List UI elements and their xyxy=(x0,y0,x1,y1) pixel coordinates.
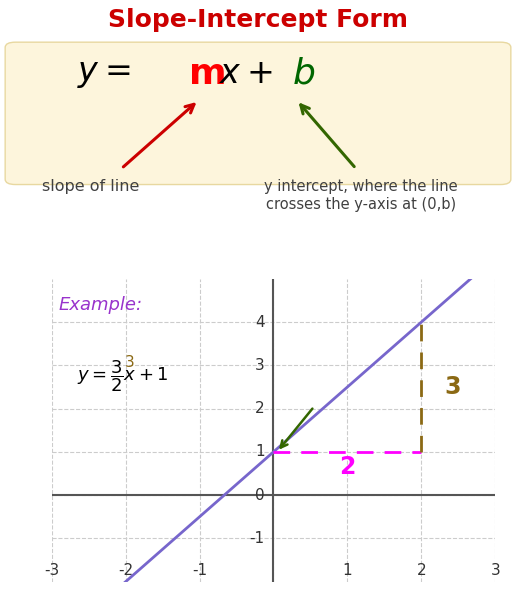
Text: $y = \dfrac{3}{2}x+1$: $y = \dfrac{3}{2}x+1$ xyxy=(77,358,169,394)
Text: $x +$: $x +$ xyxy=(219,58,273,90)
Text: -1: -1 xyxy=(192,564,207,578)
Text: 2: 2 xyxy=(255,401,265,416)
Text: Slope-Intercept Form: Slope-Intercept Form xyxy=(108,8,408,32)
Text: $\mathbf{m}$: $\mathbf{m}$ xyxy=(188,57,225,91)
Text: 2: 2 xyxy=(416,564,426,578)
Text: 0: 0 xyxy=(255,488,265,503)
Text: $y =$: $y =$ xyxy=(77,58,131,90)
Text: -2: -2 xyxy=(118,564,133,578)
Text: -1: -1 xyxy=(249,531,265,546)
Text: -3: -3 xyxy=(44,564,59,578)
Text: $3$: $3$ xyxy=(124,355,135,370)
Text: 1: 1 xyxy=(343,564,352,578)
Text: 4: 4 xyxy=(255,315,265,330)
Text: 3: 3 xyxy=(255,358,265,373)
Text: 1: 1 xyxy=(255,444,265,459)
Text: y intercept, where the line
crosses the y-axis at (0,b): y intercept, where the line crosses the … xyxy=(264,179,458,211)
Text: $b$: $b$ xyxy=(292,57,315,91)
Text: slope of line: slope of line xyxy=(42,179,139,195)
Text: Example:: Example: xyxy=(59,296,143,314)
Text: 3: 3 xyxy=(444,375,461,399)
FancyBboxPatch shape xyxy=(5,42,511,185)
Text: 3: 3 xyxy=(491,564,500,578)
Text: 2: 2 xyxy=(339,455,356,479)
